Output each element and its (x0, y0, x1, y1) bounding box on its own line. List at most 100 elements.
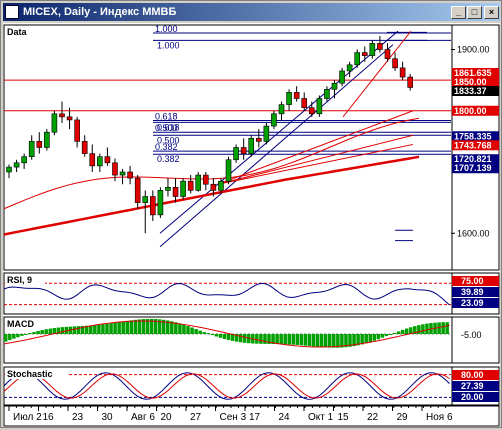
minimize-button[interactable]: _ (451, 6, 466, 19)
panel-rsi (3, 272, 453, 315)
macd-bar (409, 327, 413, 334)
chart-area[interactable]: 1.000 1.000 0.618 0.618 0.500 0.500 0.382 0.382… (3, 23, 500, 427)
x-tick-label: 27 (190, 412, 202, 423)
candle-body (59, 113, 65, 118)
macd-bar (388, 334, 393, 335)
macd-bar (336, 334, 340, 348)
macd-bar (97, 324, 101, 334)
window-title: MICEX, Daily - Индекс ММВБ (23, 6, 177, 18)
panel-label-bg (5, 26, 33, 37)
axis-badge (452, 287, 499, 297)
candle-body (195, 174, 202, 191)
macd-bar (263, 334, 267, 344)
candle-body (104, 156, 111, 164)
macd-bar (376, 334, 381, 340)
title-bar[interactable]: MICEX, Daily - Индекс ММВБ _ □ × (3, 3, 500, 21)
fib-label: 0.382 (155, 142, 178, 152)
candle-body (97, 156, 103, 167)
macd-bar (44, 329, 48, 334)
maximize-button[interactable]: □ (467, 6, 482, 19)
macd-bar (72, 326, 77, 334)
candle-body (354, 52, 361, 66)
close-button[interactable]: × (484, 6, 499, 19)
macd-bar (129, 320, 134, 334)
axis-badge (452, 298, 499, 308)
fan-line (217, 134, 414, 185)
macd-bar (157, 319, 162, 334)
macd-bar (287, 334, 291, 345)
x-tick-label: Окт 1 (308, 412, 334, 423)
macd-bar (340, 334, 344, 348)
axis-badge (452, 370, 499, 380)
axis-badge (452, 381, 499, 391)
macd-bar (417, 325, 421, 334)
level-badge (452, 140, 499, 151)
macd-bar (145, 318, 150, 334)
level-badge-label: 1800.00 (454, 106, 487, 116)
x-axis-panel (3, 405, 500, 427)
macd-bar (117, 322, 121, 334)
chart-canvas[interactable]: 1.0001.0000.6180.6180.5000.5000.3820.382… (3, 23, 500, 427)
level-badge (452, 85, 499, 96)
level-badge (452, 163, 499, 174)
fan-line (217, 143, 414, 185)
macd-bar (368, 334, 372, 343)
candle-body (142, 196, 149, 203)
macd-bar (404, 328, 409, 334)
macd-bar (8, 334, 12, 341)
macd-bar (429, 323, 433, 334)
fib-label: 0.618 (155, 112, 178, 122)
macd-bar (364, 334, 368, 344)
macd-bar (437, 322, 441, 334)
candle-body (233, 147, 239, 161)
macd-signal-line (3, 320, 450, 348)
candle-body (218, 180, 224, 191)
candle-body (263, 125, 270, 142)
macd-bar (52, 328, 57, 334)
candle-body (293, 92, 300, 99)
macd-bar (271, 334, 275, 345)
macd-bar (413, 326, 417, 334)
fib-label: 0.382 (157, 154, 180, 164)
macd-bar (32, 332, 36, 334)
level-badge (452, 131, 499, 142)
x-tick-label: 22 (367, 412, 379, 423)
candle-body (203, 174, 209, 185)
panel-macd (3, 316, 453, 364)
panel-stoch (3, 366, 453, 406)
candle-body (301, 98, 308, 108)
x-tick-label: Сен 3 (220, 412, 247, 423)
rsi-line (3, 282, 450, 306)
macd-bar (291, 334, 296, 345)
macd-bar (80, 325, 85, 334)
candle-body (21, 156, 27, 164)
candle-body (28, 141, 35, 157)
candle-body (13, 162, 20, 168)
axis-panel-macd (451, 316, 500, 364)
level-badge-label: 1833.37 (454, 86, 487, 96)
macd-bar (295, 334, 300, 345)
candle-body (278, 104, 285, 115)
macd-bar (24, 334, 28, 335)
macd-bar (275, 334, 279, 345)
macd-bar (259, 334, 263, 344)
macd-bar (303, 334, 308, 346)
candle-body (127, 171, 133, 179)
x-tick-label: Авг 6 (131, 412, 155, 423)
fan-line (342, 30, 412, 118)
macd-bar (153, 319, 158, 334)
axis-badge-label: 39.89 (461, 287, 484, 297)
candle-body (150, 196, 156, 216)
macd-bar (283, 334, 287, 345)
macd-bar (12, 334, 16, 339)
macd-bar (89, 325, 93, 334)
moving-average-line (3, 155, 420, 236)
macd-bar (186, 326, 190, 334)
axis-badge-label: 75.00 (461, 276, 484, 286)
macd-bar (230, 334, 235, 341)
candle-body (180, 180, 186, 197)
macd-bar (360, 334, 364, 345)
macd-bar (48, 328, 53, 334)
panel-label-stoch: Stochastic (7, 369, 53, 379)
